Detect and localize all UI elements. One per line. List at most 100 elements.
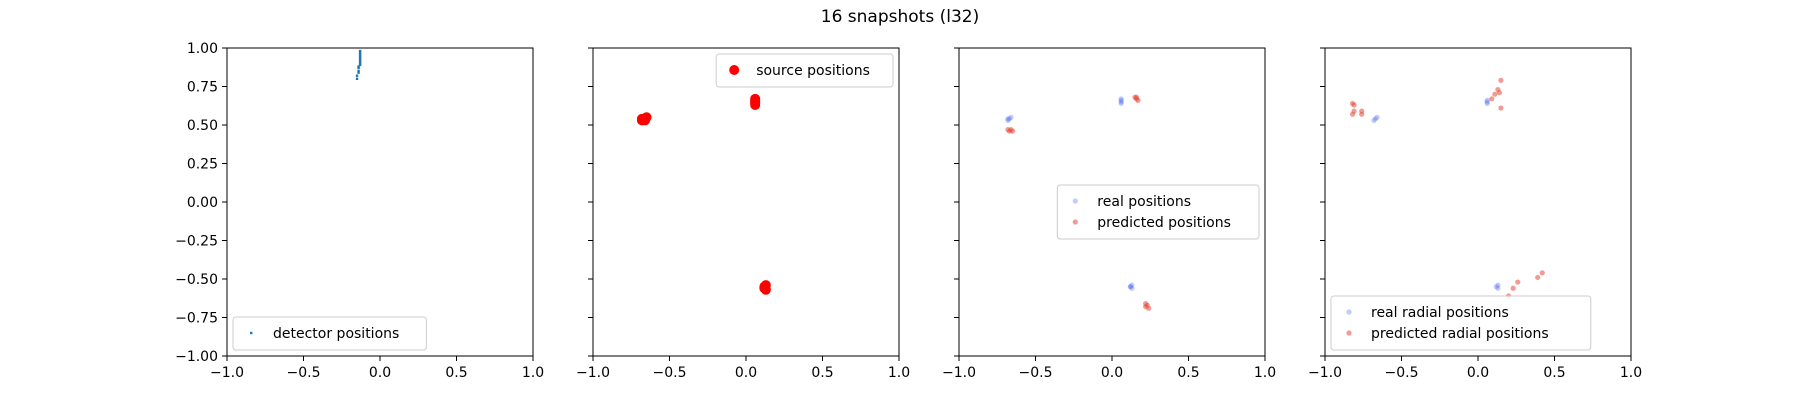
- x-tick-label: 0.0: [369, 365, 391, 381]
- subplot-3: −1.0 −0.5 0.0 0.5 1.0 real positions predicted…: [942, 47, 1276, 381]
- data-point: [1515, 279, 1521, 285]
- data-point: [1118, 97, 1124, 103]
- legend: source positions: [715, 53, 894, 88]
- data-point: [1133, 94, 1140, 100]
- data-point: [1493, 284, 1499, 290]
- subplot-4: −1.0 −0.5 0.0 0.5 1.0 real radial positions pr…: [1308, 47, 1642, 381]
- data-point: [640, 115, 651, 126]
- data-point: [358, 59, 362, 62]
- data-point: [1510, 285, 1516, 291]
- legend-label: real positions: [1097, 194, 1191, 210]
- data-point: [1129, 285, 1135, 291]
- legend-label: source positions: [756, 63, 870, 79]
- data-point: [1005, 117, 1011, 123]
- x-tick-label: 0.5: [445, 365, 467, 381]
- axes-frame: [592, 47, 900, 357]
- data-point: [1118, 99, 1124, 105]
- data-point: [358, 51, 362, 54]
- legend: real positions predicted positions: [1056, 184, 1260, 240]
- data-point: [1535, 274, 1541, 281]
- legend-box: [1056, 184, 1260, 240]
- data-point: [1371, 117, 1377, 123]
- data-point: [1374, 114, 1380, 120]
- data-point: [1498, 105, 1504, 111]
- legend-label: predicted radial positions: [1371, 326, 1549, 342]
- legend-box: [1330, 295, 1592, 351]
- x-tick-label: 1.0: [1620, 365, 1642, 381]
- legend-label: real radial positions: [1371, 305, 1509, 321]
- data-point: [357, 71, 360, 74]
- data-point: [1146, 305, 1152, 311]
- data-point: [1006, 116, 1013, 122]
- data-point: [1496, 90, 1503, 96]
- y-tick-label: 0.50: [187, 118, 218, 134]
- series-3-1: [1005, 96, 1135, 291]
- data-point: [358, 56, 362, 59]
- x-tick-label: −0.5: [653, 365, 687, 381]
- x-tick-label: −0.5: [1019, 365, 1053, 381]
- data-point: [358, 60, 362, 64]
- data-point: [1484, 97, 1490, 103]
- x-tick-label: −1.0: [210, 365, 244, 381]
- legend-marker: [1072, 219, 1078, 225]
- x-tick-label: −1.0: [1308, 365, 1342, 381]
- legend: detector positions: [232, 316, 427, 351]
- data-point: [1495, 285, 1501, 291]
- legend-box: [715, 53, 894, 88]
- data-point: [760, 284, 771, 295]
- data-point: [750, 96, 761, 107]
- legend-marker: [1072, 198, 1078, 204]
- data-point: [358, 49, 362, 53]
- subplots: −1.0 −0.5 0.0 0.5 1.0 1.00 0.75 0.50 0.25 0.00 −0.…: [175, 41, 1642, 381]
- series-1-1: [355, 49, 362, 80]
- y-tick-label: 0.75: [187, 80, 218, 96]
- legend-label: predicted positions: [1097, 215, 1231, 231]
- data-point: [358, 62, 362, 65]
- series-2-1: [636, 93, 771, 295]
- legend-marker: [250, 331, 253, 335]
- series-4-2: [1349, 77, 1545, 299]
- data-point: [358, 63, 362, 67]
- data-point: [1008, 114, 1014, 120]
- x-tick-label: −1.0: [576, 365, 610, 381]
- data-point: [1492, 91, 1498, 97]
- data-point: [358, 52, 362, 56]
- data-point: [1351, 102, 1357, 108]
- x-tick-label: 0.0: [1467, 365, 1489, 381]
- data-point: [1372, 116, 1379, 122]
- data-point: [1127, 284, 1133, 290]
- y-tick-label: −0.50: [175, 272, 218, 288]
- x-tick-label: 0.0: [735, 365, 757, 381]
- y-tick-label: 0.25: [187, 157, 218, 173]
- y-tick-label: 1.00: [187, 41, 218, 57]
- x-tick-label: 1.0: [522, 365, 544, 381]
- data-point: [1349, 111, 1356, 117]
- series-4-1: [1371, 97, 1501, 291]
- x-tick-label: 0.5: [811, 365, 833, 381]
- legend-label: detector positions: [273, 326, 399, 342]
- legend-marker: [729, 65, 740, 75]
- data-point: [358, 57, 362, 60]
- data-point: [357, 66, 360, 70]
- data-point: [1129, 282, 1135, 288]
- legend-marker: [1346, 309, 1352, 315]
- data-point: [1489, 96, 1495, 102]
- data-point: [1539, 270, 1545, 276]
- x-tick-label: 0.0: [1101, 365, 1123, 381]
- data-point: [357, 69, 360, 73]
- data-point: [358, 54, 362, 57]
- x-tick-label: 1.0: [1254, 365, 1276, 381]
- data-point: [1005, 116, 1011, 122]
- data-point: [1495, 282, 1501, 288]
- legend-marker: [1346, 330, 1352, 336]
- figure-title: 16 snapshots (l32): [821, 7, 979, 27]
- legend-box: [232, 316, 427, 351]
- data-point: [1118, 100, 1124, 107]
- y-tick-label: −0.25: [175, 234, 218, 250]
- data-point: [1484, 99, 1490, 105]
- subplot-2: −1.0 −0.5 0.0 0.5 1.0 source positions: [576, 47, 910, 381]
- x-tick-label: −1.0: [942, 365, 976, 381]
- series-3-2: [1005, 94, 1152, 311]
- x-tick-label: 1.0: [888, 365, 910, 381]
